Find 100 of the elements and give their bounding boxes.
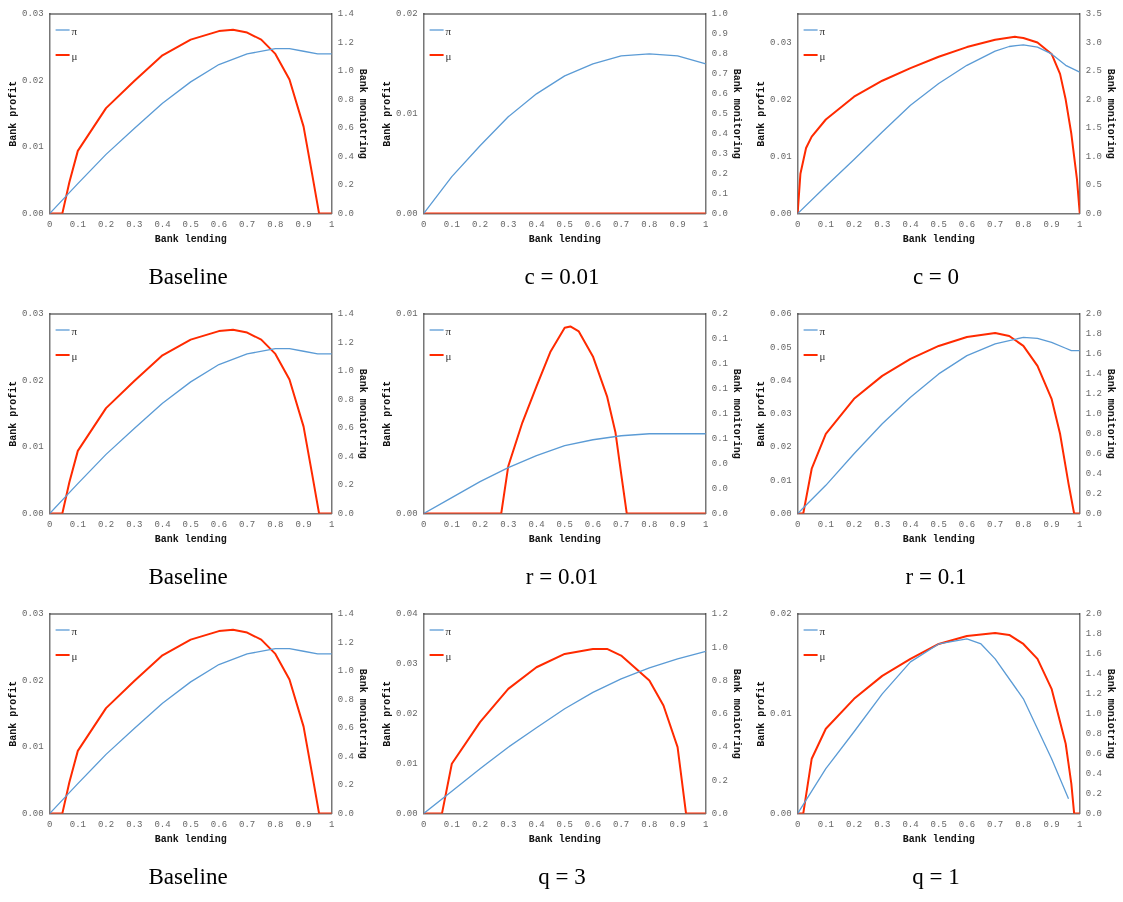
legend-label: π bbox=[445, 324, 452, 337]
x-tick-label: 0.8 bbox=[1015, 520, 1032, 531]
x-tick-label: 0.3 bbox=[874, 820, 891, 831]
y-tick-label: 0.04 bbox=[395, 609, 418, 620]
y-tick-label: 0.00 bbox=[21, 808, 44, 819]
y-axis-title: Bank profit bbox=[7, 680, 19, 747]
y2-tick-label: 2.5 bbox=[1085, 66, 1102, 77]
y-tick-label: 0.00 bbox=[21, 208, 44, 219]
x-tick-label: 0.3 bbox=[126, 820, 143, 831]
legend-label: μ bbox=[71, 49, 78, 62]
y2-tick-label: 0.8 bbox=[1085, 729, 1102, 740]
x-axis-title: Bank lending bbox=[528, 833, 601, 845]
x-tick-label: 0.5 bbox=[930, 520, 947, 531]
x-axis-title: Bank lending bbox=[154, 533, 227, 545]
x-tick-label: 0.5 bbox=[182, 520, 199, 531]
x-tick-label: 0.4 bbox=[902, 220, 919, 231]
x-tick-label: 0.7 bbox=[239, 220, 256, 231]
y2-tick-label: 0.1 bbox=[711, 409, 728, 420]
y-tick-label: 0.02 bbox=[769, 609, 792, 620]
y2-tick-label: 0.0 bbox=[1085, 508, 1102, 519]
x-tick-label: 0.5 bbox=[556, 220, 573, 231]
y-tick-label: 0.02 bbox=[21, 375, 44, 386]
y2-tick-label: 1.0 bbox=[711, 642, 728, 653]
x-tick-label: 0.5 bbox=[556, 820, 573, 831]
x-tick-label: 0 bbox=[46, 520, 53, 531]
y-tick-label: 0.00 bbox=[395, 508, 418, 519]
legend-label: μ bbox=[445, 49, 452, 62]
y-tick-label: 0.02 bbox=[21, 675, 44, 686]
y2-tick-label: 1.0 bbox=[1085, 409, 1102, 420]
y-tick-label: 0.03 bbox=[769, 37, 792, 48]
y-tick-label: 0.00 bbox=[21, 508, 44, 519]
y2-tick-label: 1.4 bbox=[337, 9, 354, 20]
x-axis-title: Bank lending bbox=[154, 833, 227, 845]
x-tick-label: 0.1 bbox=[817, 820, 834, 831]
y2-tick-label: 1.4 bbox=[1085, 669, 1102, 680]
x-tick-label: 0.2 bbox=[845, 820, 863, 831]
x-tick-label: 1 bbox=[703, 520, 709, 531]
x-tick-label: 0.8 bbox=[267, 820, 284, 831]
y2-tick-label: 0.8 bbox=[337, 394, 354, 405]
y2-tick-label: 3.0 bbox=[1085, 37, 1102, 48]
legend-label: π bbox=[71, 324, 78, 337]
y2-tick-label: 0.0 bbox=[337, 208, 354, 219]
y-tick-label: 0.02 bbox=[769, 94, 792, 105]
x-tick-label: 0.9 bbox=[1043, 220, 1060, 231]
x-tick-label: 0.9 bbox=[1043, 520, 1060, 531]
y2-tick-label: 1.4 bbox=[337, 309, 354, 320]
legend-label: π bbox=[819, 324, 826, 337]
y2-tick-label: 0.5 bbox=[711, 109, 728, 120]
y2-tick-label: 0.0 bbox=[711, 808, 728, 819]
text: r = 0.1 bbox=[905, 564, 967, 590]
y-axis-title: Bank profit bbox=[755, 80, 767, 147]
text: q = 1 bbox=[912, 864, 960, 890]
x-tick-label: 0 bbox=[420, 820, 427, 831]
y-tick-label: 0.01 bbox=[769, 151, 792, 162]
y-tick-label: 0.06 bbox=[769, 309, 792, 320]
legend-label: μ bbox=[445, 349, 452, 362]
x-tick-label: 0.6 bbox=[584, 220, 602, 231]
y2-tick-label: 1.8 bbox=[1085, 329, 1102, 340]
y2-tick-label: 0.6 bbox=[337, 723, 354, 734]
x-tick-label: 0 bbox=[46, 220, 53, 231]
x-tick-label: 0.4 bbox=[154, 220, 171, 231]
y-tick-label: 0.00 bbox=[769, 508, 792, 519]
y-axis-title: Bank profit bbox=[381, 380, 393, 447]
x-tick-label: 0.6 bbox=[958, 520, 976, 531]
y2-tick-label: 0.6 bbox=[711, 89, 728, 100]
x-tick-label: 0.1 bbox=[817, 220, 834, 231]
x-tick-label: 0.1 bbox=[443, 220, 460, 231]
x-tick-label: 0.3 bbox=[874, 220, 891, 231]
y-tick-label: 0.02 bbox=[21, 75, 44, 86]
y-axis-title: Bank profit bbox=[381, 680, 393, 747]
y2-tick-label: 0.8 bbox=[337, 694, 354, 705]
x-tick-label: 1 bbox=[1077, 520, 1083, 531]
y2-tick-label: 0.4 bbox=[1085, 769, 1102, 780]
x-tick-label: 0.4 bbox=[528, 220, 545, 231]
y2-tick-label: 1.2 bbox=[1085, 689, 1102, 700]
legend-label: π bbox=[445, 24, 452, 37]
x-tick-label: 0.2 bbox=[97, 520, 115, 531]
y2-tick-label: 1.4 bbox=[337, 609, 354, 620]
x-tick-label: 0.2 bbox=[471, 520, 489, 531]
x-tick-label: 0.5 bbox=[182, 220, 199, 231]
x-tick-label: 0.6 bbox=[958, 820, 976, 831]
x-tick-label: 0.9 bbox=[669, 820, 686, 831]
x-tick-label: 0.9 bbox=[295, 520, 312, 531]
y2-tick-label: 3.5 bbox=[1085, 9, 1102, 20]
x-tick-label: 0.1 bbox=[443, 520, 460, 531]
y-tick-label: 0.02 bbox=[769, 442, 792, 453]
x-tick-label: 0.1 bbox=[69, 220, 86, 231]
y-tick-label: 0.01 bbox=[21, 442, 44, 453]
x-tick-label: 0 bbox=[794, 220, 801, 231]
y2-tick-label: 0.1 bbox=[711, 189, 728, 200]
y-tick-label: 0.01 bbox=[395, 109, 418, 120]
y2-tick-label: 2.0 bbox=[1085, 609, 1102, 620]
y2-tick-label: 0.3 bbox=[711, 149, 728, 160]
y-tick-label: 0.01 bbox=[395, 309, 418, 320]
y-tick-label: 0.02 bbox=[395, 9, 418, 20]
legend-label: μ bbox=[71, 649, 78, 662]
x-tick-label: 0.3 bbox=[126, 220, 143, 231]
y2-tick-label: 1.0 bbox=[1085, 151, 1102, 162]
x-tick-label: 0.8 bbox=[641, 220, 658, 231]
y-tick-label: 0.03 bbox=[395, 659, 418, 670]
